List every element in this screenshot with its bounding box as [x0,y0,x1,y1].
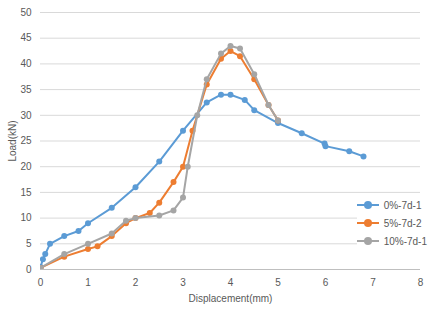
svg-text:3: 3 [180,277,186,288]
svg-text:20: 20 [20,161,32,172]
html-text:10%-7d-1: 10%-7d-1 [383,235,427,247]
svg-text:6: 6 [323,277,329,288]
svg-text:0: 0 [38,277,44,288]
html-text:5%-7d-2: 5%-7d-2 [383,217,422,229]
svg-text:40: 40 [20,58,32,69]
svg-text:5: 5 [275,277,281,288]
svg-text:25: 25 [20,135,32,146]
svg-text:50: 50 [20,7,32,18]
svg-text:2: 2 [133,277,139,288]
svg-text:8: 8 [418,277,424,288]
svg-text:45: 45 [20,32,32,43]
svg-text:4: 4 [228,277,234,288]
svg-text:30: 30 [20,110,32,121]
svg-text:0: 0 [26,264,32,275]
svg-text:5: 5 [26,238,32,249]
svg-text:Load(kN): Load(kN) [7,120,18,161]
svg-text:35: 35 [20,84,32,95]
svg-text:10: 10 [20,212,32,223]
svg-text:15: 15 [20,187,32,198]
svg-text:7: 7 [370,277,376,288]
svg-text:Displacement(mm): Displacement(mm) [189,293,273,304]
html-text:0%-7d-1: 0%-7d-1 [383,199,422,211]
svg-text:1: 1 [85,277,91,288]
